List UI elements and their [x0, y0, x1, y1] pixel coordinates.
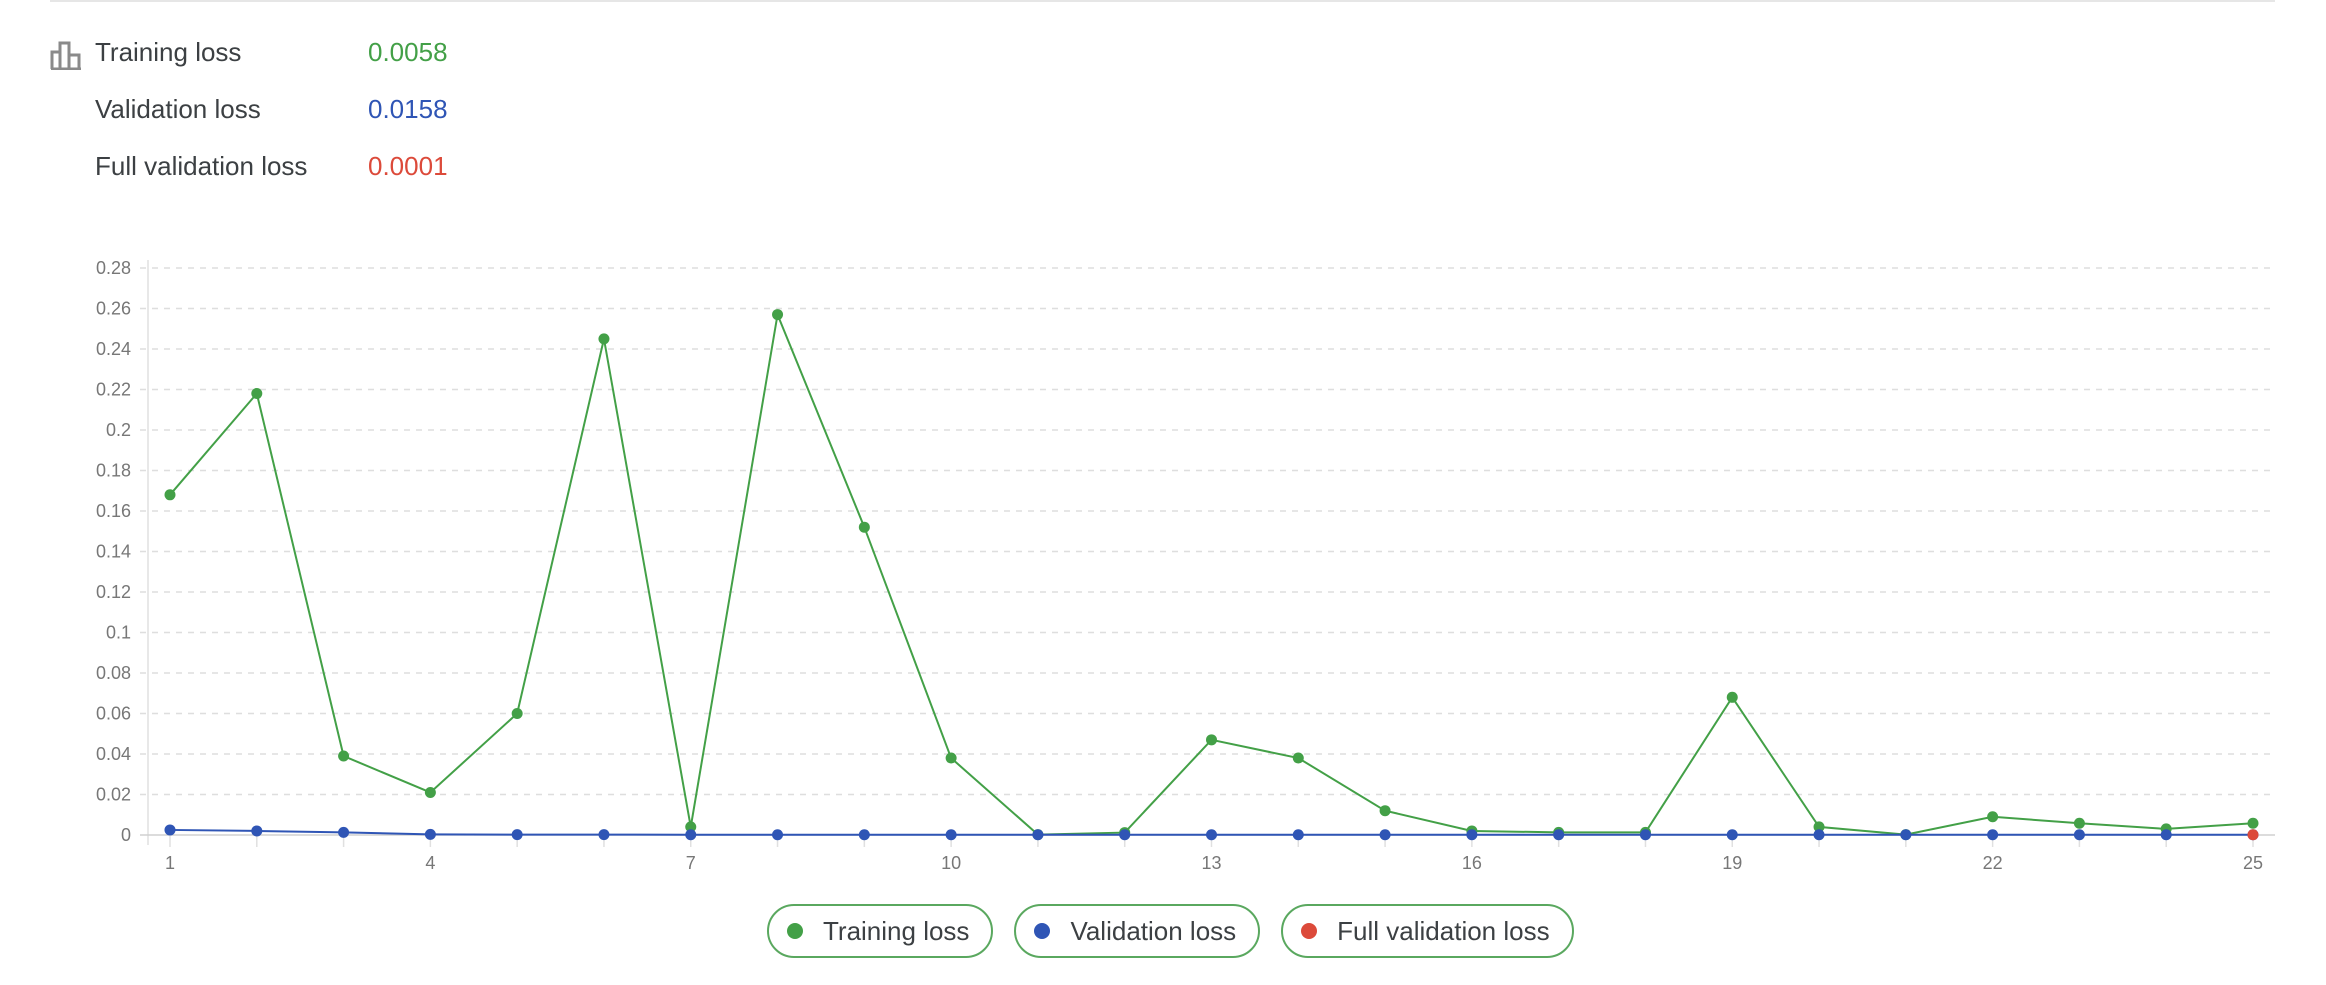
series-line-0	[169, 310, 2254, 836]
data-point	[772, 309, 784, 321]
y-tick-label: 0.08	[96, 663, 131, 683]
y-tick-label: 0.26	[96, 299, 131, 319]
data-point	[1726, 691, 1738, 703]
data-point	[338, 750, 350, 762]
data-point	[164, 824, 176, 836]
data-point	[164, 489, 176, 501]
y-tick-label: 0.16	[96, 501, 131, 521]
y-tick-label: 0.28	[96, 258, 131, 278]
y-tick-label: 0.18	[96, 461, 131, 481]
data-point	[1553, 829, 1565, 841]
loss-chart: 0 0.02 0.04 0.06 0.08 0.1 0.12 0.14 0.16 0.18 0.2 0…	[96, 258, 2275, 873]
legend-validation-loss[interactable]: Validation loss	[1014, 904, 1261, 958]
legend-dot	[787, 923, 803, 939]
data-point	[1813, 829, 1825, 841]
data-point	[1813, 821, 1825, 833]
legend-label: Training loss	[823, 915, 970, 946]
legend-label: Validation loss	[1070, 915, 1237, 946]
y-tick-label: 0.22	[96, 380, 131, 400]
x-tick-label: 13	[1201, 853, 1221, 873]
legend-training-loss[interactable]: Training loss	[767, 904, 994, 958]
y-tick-label: 0.24	[96, 339, 131, 359]
metric-label: Training loss	[95, 37, 242, 67]
x-tick-label: 16	[1462, 853, 1482, 873]
metric-value: 0.0058	[368, 37, 448, 67]
data-point	[338, 826, 350, 838]
data-point	[251, 825, 263, 837]
legend-dot	[1301, 923, 1318, 939]
data-point	[1900, 829, 1912, 841]
legend-dot	[1034, 923, 1051, 939]
data-point	[1206, 829, 1217, 841]
x-tick-label: 25	[2243, 853, 2263, 873]
data-point	[1292, 829, 1304, 841]
data-point	[1292, 752, 1304, 764]
x-tick-label: 19	[1722, 853, 1742, 873]
y-tick-label: 0.06	[96, 704, 131, 724]
metric-label: Validation loss	[95, 94, 261, 124]
data-point	[685, 829, 697, 841]
y-tick-label: 0.14	[96, 542, 131, 562]
data-point	[2160, 829, 2172, 841]
data-point	[858, 829, 870, 841]
y-tick-label: 0	[121, 825, 131, 845]
data-point	[2073, 829, 2085, 841]
data-point	[945, 752, 957, 764]
bar-chart-icon	[50, 41, 81, 70]
data-point	[2247, 829, 2259, 841]
data-point	[1726, 829, 1738, 841]
data-point	[1639, 829, 1651, 841]
top-divider	[50, 0, 2275, 2]
data-point	[2073, 817, 2085, 829]
data-point	[511, 708, 523, 719]
data-point	[1379, 805, 1391, 817]
y-tick-label: 0.04	[96, 744, 131, 764]
data-point	[598, 829, 610, 841]
chart-legend: Training loss Validation loss Full valid…	[767, 904, 1574, 958]
data-point	[772, 829, 784, 841]
data-point	[1032, 829, 1044, 841]
y-tick-label: 0.1	[106, 623, 131, 643]
data-point	[1466, 829, 1478, 841]
data-point	[424, 828, 436, 840]
x-tick-label: 7	[686, 853, 696, 873]
metric-label: Full validation loss	[95, 151, 308, 181]
legend-full-validation-loss[interactable]: Full validation loss	[1281, 904, 1574, 958]
data-point	[1379, 829, 1391, 841]
x-tick-label: 4	[425, 853, 435, 873]
metric-value: 0.0158	[368, 94, 448, 124]
data-point	[511, 829, 523, 841]
y-tick-label: 0.12	[96, 582, 131, 602]
data-point	[598, 333, 610, 345]
y-tick-label: 0.02	[96, 785, 131, 805]
data-point	[2247, 817, 2259, 829]
x-tick-label: 22	[1983, 853, 2003, 873]
data-point	[251, 388, 263, 400]
data-point	[1987, 829, 1999, 841]
x-tick-label: 10	[941, 853, 961, 873]
data-point	[1206, 734, 1217, 746]
data-point	[858, 521, 870, 533]
data-point	[685, 821, 697, 833]
metric-value: 0.0001	[368, 151, 448, 181]
legend-label: Full validation loss	[1337, 915, 1550, 946]
data-point	[945, 829, 957, 841]
data-point	[1987, 811, 1999, 823]
x-tick-label: 1	[165, 853, 175, 873]
data-point	[424, 786, 436, 798]
data-point	[1119, 829, 1131, 841]
y-tick-label: 0.2	[106, 420, 131, 440]
